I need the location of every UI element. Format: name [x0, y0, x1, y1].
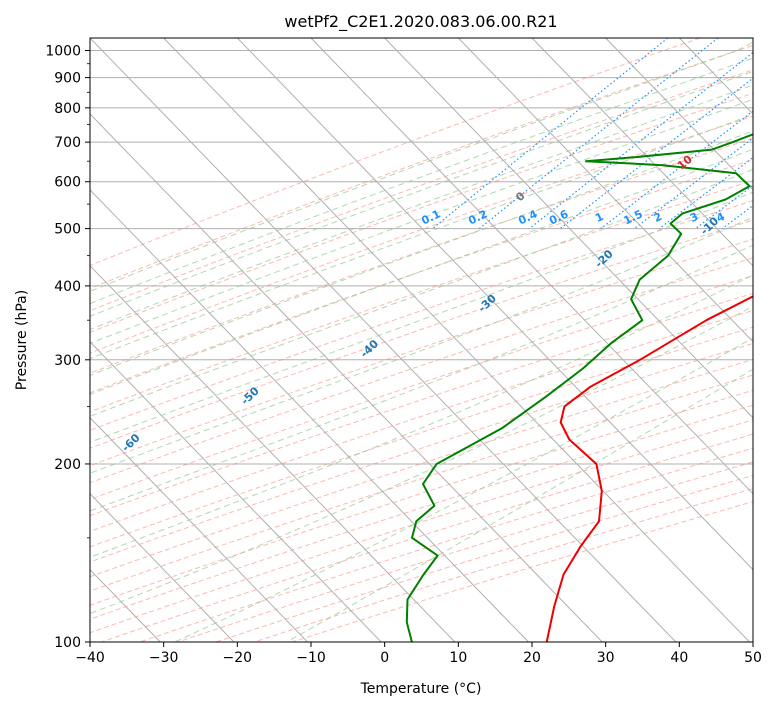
x-tick-label: −40 [75, 650, 105, 666]
y-tick-label: 800 [54, 101, 81, 117]
y-tick-label: 500 [54, 222, 81, 238]
x-tick-label: 0 [380, 650, 389, 666]
plot-area [90, 38, 753, 642]
x-tick-label: −10 [296, 650, 326, 666]
x-tick-label: 20 [523, 650, 541, 666]
y-tick-label: 300 [54, 353, 81, 369]
y-axis-label: Pressure (hPa) [14, 290, 30, 390]
chart-title: wetPf2_C2E1.2020.083.06.00.R21 [284, 12, 557, 32]
x-tick-label: −30 [149, 650, 179, 666]
x-tick-label: 40 [670, 650, 688, 666]
y-tick-label: 1000 [45, 44, 81, 60]
y-tick-label: 400 [54, 279, 81, 295]
x-tick-label: −20 [223, 650, 253, 666]
y-tick-label: 900 [54, 71, 81, 87]
y-tick-label: 700 [54, 135, 81, 151]
y-tick-label: 200 [54, 457, 81, 473]
x-axis-label: Temperature (°C) [360, 681, 482, 697]
y-tick-label: 100 [54, 635, 81, 651]
x-tick-label: 30 [597, 650, 615, 666]
y-tick-label: 600 [54, 175, 81, 191]
x-tick-label: 50 [744, 650, 762, 666]
x-tick-label: 10 [449, 650, 467, 666]
